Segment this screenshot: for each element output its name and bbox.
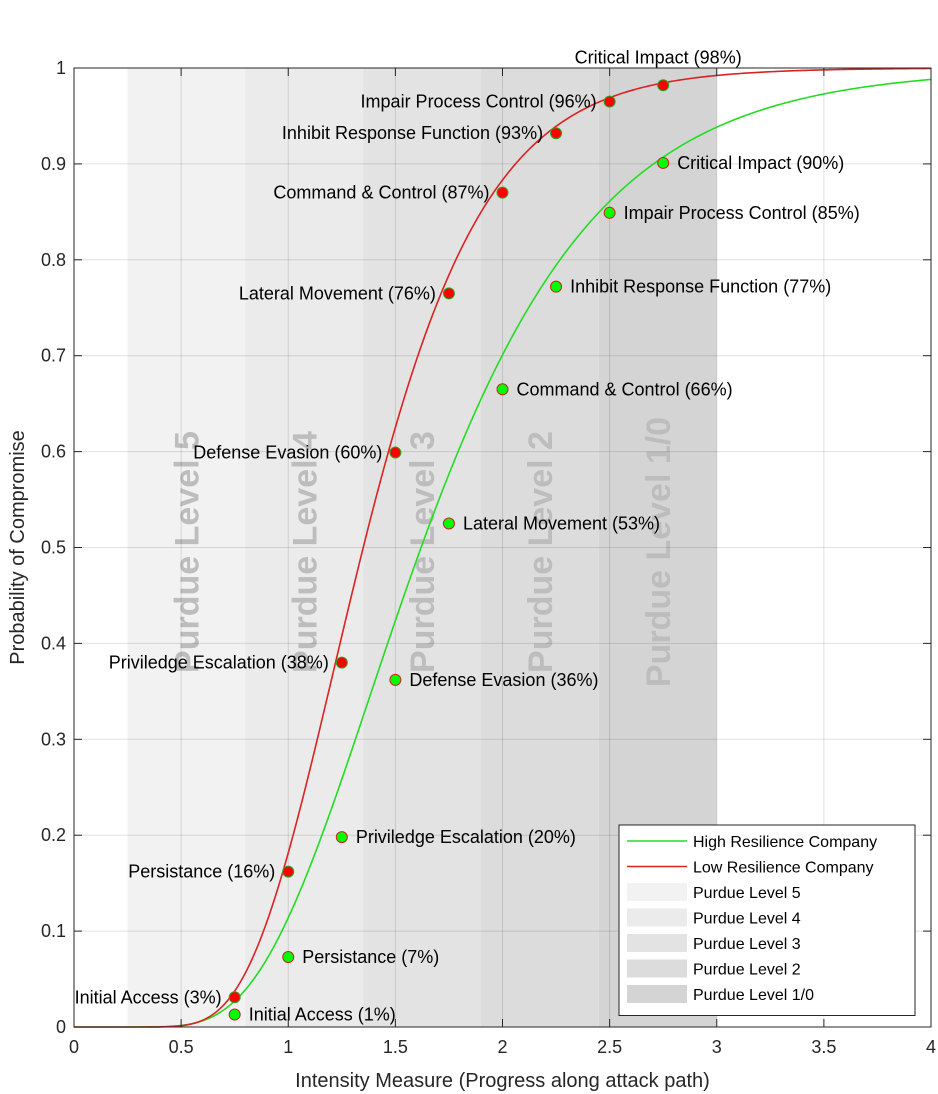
y-tick-label: 0.1 bbox=[41, 921, 66, 941]
high-resilience-point-label: Inhibit Response Function (77%) bbox=[570, 277, 831, 297]
legend: High Resilience Company Low Resilience Co… bbox=[618, 824, 916, 1016]
x-tick-label: 4 bbox=[926, 1037, 936, 1057]
legend-swatch-4 bbox=[627, 959, 687, 978]
high-resilience-marker bbox=[603, 206, 616, 219]
high-resilience-point-label: Persistance (7%) bbox=[302, 947, 439, 967]
band-4 bbox=[481, 68, 599, 1027]
curves bbox=[74, 67, 932, 1028]
high-resilience-marker bbox=[389, 673, 402, 686]
y-axis-label: Probability of Compromise bbox=[7, 430, 29, 665]
low-resilience-point-label: Lateral Movement (76%) bbox=[239, 283, 436, 303]
y-tick-label: 0.5 bbox=[41, 538, 66, 558]
high-resilience-marker bbox=[282, 950, 295, 963]
low-resilience-point-label: Critical Impact (98%) bbox=[575, 47, 742, 67]
low-resilience-point-label: Defense Evasion (60%) bbox=[193, 443, 382, 463]
high-resilience-point-label: Defense Evasion (36%) bbox=[409, 670, 598, 690]
low-resilience-point-label: Command & Control (87%) bbox=[273, 183, 489, 203]
x-tick-label: 3.5 bbox=[811, 1037, 836, 1057]
purdue-band-labels: Purdue Level 5 Purdue Level 4 Purdue Level… bbox=[168, 417, 677, 687]
high-resilience-point-label: Initial Access (1%) bbox=[249, 1005, 396, 1025]
band-label: Purdue Level 3 bbox=[404, 431, 442, 673]
band-label: Purdue Level 4 bbox=[286, 431, 324, 673]
legend-swatch-1 bbox=[627, 883, 687, 901]
low-resilience-marker bbox=[657, 79, 670, 92]
x-axis-label: Intensity Measure (Progress along attack… bbox=[295, 1070, 710, 1092]
y-tick-label: 0 bbox=[56, 1017, 66, 1037]
y-tick-label: 0.4 bbox=[41, 633, 66, 653]
high-resilience-marker bbox=[657, 156, 670, 169]
x-tick-label: 0 bbox=[69, 1037, 79, 1057]
high-resilience-point-label: Lateral Movement (53%) bbox=[463, 514, 660, 534]
low-resilience-marker bbox=[282, 865, 295, 878]
point-labels: Initial Access (1%) Persistance (7%) Privi… bbox=[75, 47, 860, 1024]
low-resilience-marker bbox=[442, 287, 455, 300]
high-resilience-marker bbox=[496, 383, 509, 396]
band-2 bbox=[245, 68, 364, 1027]
x-tick-label: 0.5 bbox=[169, 1037, 194, 1057]
high-resilience-marker bbox=[550, 280, 563, 293]
low-resilience-point-label: Impair Process Control (96%) bbox=[361, 92, 597, 112]
legend-entry: High Resilience Company bbox=[693, 834, 877, 851]
band-label: Purdue Level 5 bbox=[168, 431, 206, 673]
low-resilience-marker bbox=[496, 186, 509, 199]
y-tick-label: 0.3 bbox=[41, 729, 66, 749]
low-resilience-marker bbox=[603, 95, 616, 108]
band-label: Purdue Level 1/0 bbox=[640, 417, 678, 687]
y-tick-label: 0.2 bbox=[41, 825, 66, 845]
x-tick-label: 2.5 bbox=[597, 1037, 622, 1057]
low-resilience-marker bbox=[335, 656, 348, 669]
x-tick-label: 3 bbox=[712, 1037, 722, 1057]
high-resilience-point-label: Critical Impact (90%) bbox=[677, 153, 844, 173]
low-resilience-point-label: Priviledge Escalation (38%) bbox=[109, 653, 329, 673]
x-tick-label: 2 bbox=[497, 1037, 507, 1057]
legend-entry: Purdue Level 4 bbox=[693, 911, 801, 928]
legend-entry: Purdue Level 1/0 bbox=[693, 987, 814, 1004]
y-tick-label: 0.7 bbox=[41, 346, 66, 366]
x-tick-label: 1 bbox=[283, 1037, 293, 1057]
axis-ticks: 0 0.5 1 1.5 2 2.5 3 3.5 4 0 0.1 0.2 0.3 0.4 0.5 0.6 0.7 0… bbox=[41, 58, 936, 1057]
legend-entry: Purdue Level 2 bbox=[693, 962, 801, 979]
low-resilience-point-label: Inhibit Response Function (93%) bbox=[282, 123, 543, 143]
band-1 bbox=[127, 68, 246, 1027]
low-resilience-point-label: Initial Access (3%) bbox=[75, 987, 222, 1007]
band-3 bbox=[363, 68, 482, 1027]
low-resilience-point-label: Persistance (16%) bbox=[128, 862, 275, 882]
high-resilience-point-label: Priviledge Escalation (20%) bbox=[356, 827, 576, 847]
high-resilience-point-label: Impair Process Control (85%) bbox=[624, 203, 860, 223]
legend-entry: Low Resilience Company bbox=[693, 860, 874, 877]
x-tick-label: 1.5 bbox=[383, 1037, 408, 1057]
legend-swatch-2 bbox=[627, 908, 687, 927]
legend-swatch-3 bbox=[627, 934, 687, 952]
y-tick-label: 1 bbox=[56, 58, 66, 78]
low-resilience-marker bbox=[228, 991, 241, 1004]
low-resilience-marker bbox=[550, 127, 563, 140]
high-resilience-curve bbox=[74, 78, 932, 1028]
high-resilience-marker bbox=[228, 1008, 241, 1021]
high-resilience-marker bbox=[335, 831, 348, 844]
legend-entry: Purdue Level 3 bbox=[693, 936, 801, 953]
high-resilience-marker bbox=[442, 517, 455, 530]
high-resilience-point-label: Command & Control (66%) bbox=[517, 379, 733, 399]
low-resilience-curve bbox=[74, 67, 932, 1028]
markers bbox=[228, 79, 670, 1021]
low-resilience-marker bbox=[389, 446, 402, 459]
y-tick-label: 0.9 bbox=[41, 154, 66, 174]
legend-entry: Purdue Level 5 bbox=[693, 885, 801, 902]
legend-swatch-5 bbox=[627, 985, 687, 1003]
y-tick-label: 0.6 bbox=[41, 442, 66, 462]
y-tick-label: 0.8 bbox=[41, 250, 66, 270]
band-label: Purdue Level 2 bbox=[522, 431, 560, 673]
